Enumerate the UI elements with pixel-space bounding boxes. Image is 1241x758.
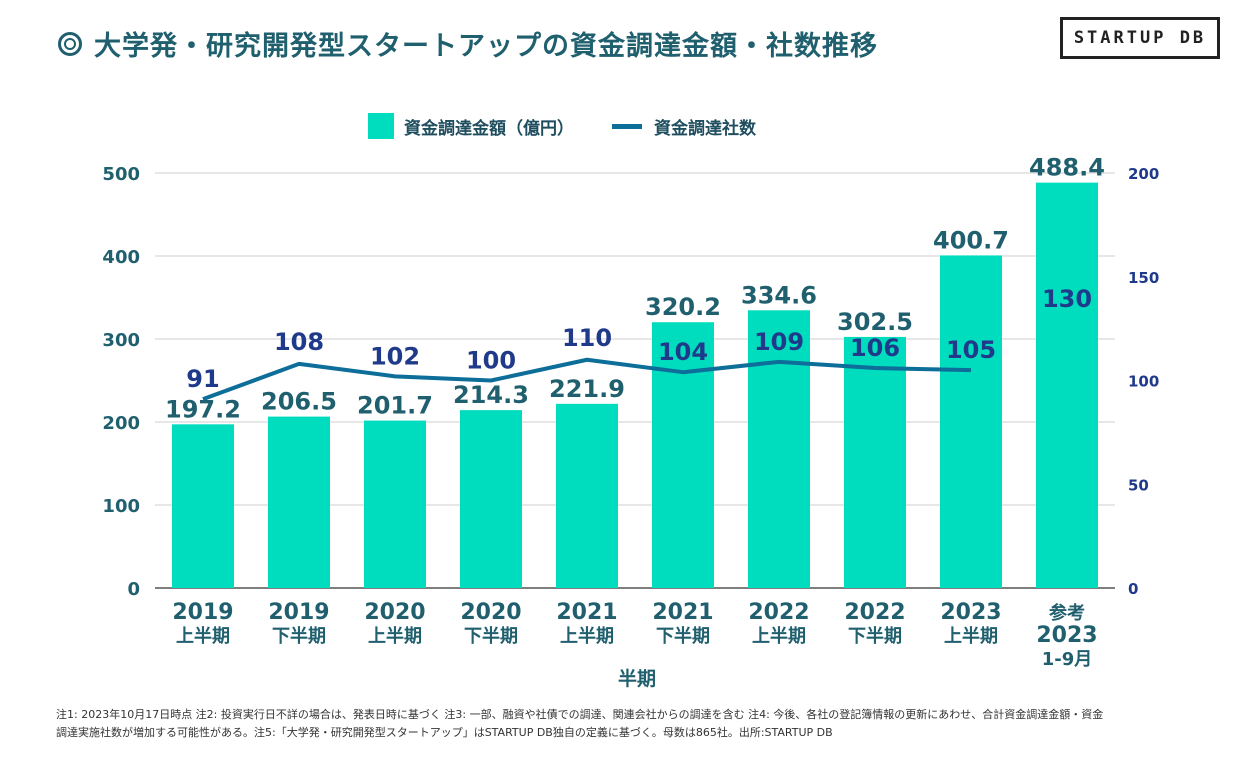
x-tick-label: 2023	[1036, 623, 1097, 648]
left-y-tick-label: 100	[102, 496, 140, 517]
bar	[556, 403, 618, 588]
bar	[1036, 182, 1098, 589]
x-tick-label: 2021	[556, 600, 617, 625]
right-y-tick-label: 100	[1128, 373, 1159, 391]
x-tick-label: 2020	[364, 600, 425, 625]
line-value-label: 109	[754, 328, 804, 356]
x-tick-label: 上半期	[944, 625, 998, 647]
x-tick-label: 下半期	[464, 625, 518, 647]
target-icon	[58, 31, 82, 56]
left-y-axis: 0 100 200 300 400 500	[102, 164, 140, 600]
page-title: 大学発・研究開発型スタートアップの資金調達金額・社数推移	[94, 31, 878, 62]
left-y-tick-label: 200	[102, 413, 140, 434]
x-tick-label: 2021	[652, 600, 713, 625]
left-y-tick-label: 400	[102, 247, 140, 268]
bar	[748, 310, 810, 588]
bar	[268, 416, 330, 588]
line-value-label: 105	[946, 336, 996, 364]
x-tick-label: 2023	[940, 600, 1001, 625]
line-labels: 91 108 102 100 110 104 109 106 105 130	[186, 285, 1092, 393]
bar-value-label: 320.2	[645, 293, 721, 321]
bar	[652, 322, 714, 588]
footnote-line: 注1: 2023年10月17日時点 注2: 投資実行日不詳の場合は、発表日時に基…	[56, 708, 1104, 721]
bar	[460, 410, 522, 588]
line-value-label: 91	[186, 365, 219, 393]
x-tick-label: 2019	[268, 600, 329, 625]
line-value-label: 130	[1042, 285, 1092, 313]
chart: 0 100 200 300 400 500 0 50 100 150 200 197.2 206.5…	[102, 154, 1159, 690]
line-value-label: 100	[466, 347, 516, 375]
x-tick-label: 下半期	[656, 625, 710, 647]
x-tick-label: 上半期	[368, 625, 422, 647]
x-tick-label: 2022	[844, 600, 905, 625]
x-tick-label: 1-9月	[1042, 649, 1093, 670]
left-y-tick-label: 0	[127, 579, 140, 600]
bar	[844, 336, 906, 588]
bar-value-label: 206.5	[261, 388, 337, 416]
x-tick-label: 2022	[748, 600, 809, 625]
right-y-tick-label: 0	[1128, 580, 1138, 598]
x-tick-label: 上半期	[752, 625, 806, 647]
bar-value-label: 201.7	[357, 392, 433, 420]
bar	[172, 424, 234, 588]
x-tick-label: 下半期	[272, 625, 326, 647]
bar-value-label: 488.4	[1029, 154, 1105, 182]
x-tick-label: 上半期	[560, 625, 614, 647]
startup-db-logo: STARTUP DB	[1060, 17, 1220, 59]
line-value-label: 106	[850, 334, 900, 362]
bar	[940, 255, 1002, 588]
x-tick-label: 2020	[460, 600, 521, 625]
x-tick-label: 2019	[172, 600, 233, 625]
legend-bar-swatch	[368, 113, 394, 139]
x-tick-label: 下半期	[848, 625, 902, 647]
bar-value-label: 334.6	[741, 281, 817, 309]
line-value-label: 108	[274, 328, 324, 356]
x-axis-ticks: 2019上半期2019下半期2020上半期2020下半期2021上半期2021下…	[172, 600, 1097, 670]
bar-value-label: 197.2	[165, 395, 241, 423]
x-tick-label: 上半期	[176, 625, 230, 647]
count-line	[202, 357, 972, 402]
right-y-tick-label: 200	[1128, 165, 1159, 183]
bar-value-label: 400.7	[933, 226, 1009, 254]
bar-value-label: 302.5	[837, 308, 913, 336]
line-value-label: 104	[658, 338, 708, 366]
legend-line-label: 資金調達社数	[654, 118, 756, 139]
footnotes: 注1: 2023年10月17日時点 注2: 投資実行日不詳の場合は、発表日時に基…	[56, 706, 1196, 742]
right-y-tick-label: 50	[1128, 476, 1149, 494]
line-value-label: 102	[370, 342, 420, 370]
footnote-line: 調達実施社数が増加する可能性がある。注5:「大学発・研究開発型スタートアップ」は…	[56, 726, 833, 739]
line-value-label: 110	[562, 324, 612, 352]
x-axis-label: 半期	[618, 667, 656, 690]
right-y-axis: 0 50 100 150 200	[1128, 165, 1159, 598]
legend-line-swatch	[612, 123, 642, 129]
chart-legend: 資金調達金額（億円） 資金調達社数	[368, 113, 756, 139]
bar-labels: 197.2 206.5 201.7 214.3 221.9 320.2 334.6 302.5…	[165, 154, 1105, 424]
bars	[172, 182, 1098, 589]
bar-value-label: 214.3	[453, 381, 529, 409]
left-y-tick-label: 300	[102, 330, 140, 351]
legend-bar-label: 資金調達金額（億円）	[404, 118, 574, 139]
count-line-path	[202, 357, 972, 402]
x-tick-label: 参考	[1049, 602, 1085, 624]
right-y-tick-label: 150	[1128, 269, 1159, 287]
title-row: 大学発・研究開発型スタートアップの資金調達金額・社数推移	[58, 24, 878, 63]
left-y-tick-label: 500	[102, 164, 140, 185]
bar	[364, 420, 426, 588]
bar-value-label: 221.9	[549, 375, 625, 403]
